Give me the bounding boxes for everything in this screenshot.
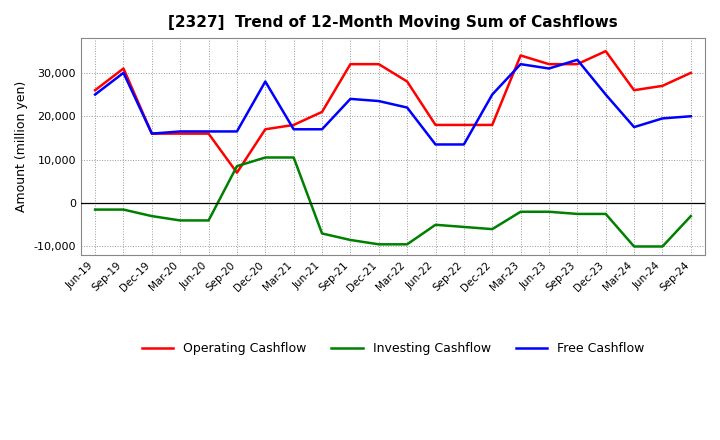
Operating Cashflow [374,62,383,67]
Investing Cashflow [459,224,468,230]
Legend: Operating Cashflow, Investing Cashflow, Free Cashflow: Operating Cashflow, Investing Cashflow, … [137,337,649,360]
Investing Cashflow [204,218,213,223]
Operating Cashflow [459,122,468,128]
Operating Cashflow [658,83,667,88]
Operating Cashflow [91,88,99,93]
Free Cashflow [318,127,326,132]
Operating Cashflow [204,131,213,136]
Investing Cashflow [119,207,127,212]
Investing Cashflow [686,213,695,219]
Investing Cashflow [91,207,99,212]
Operating Cashflow [601,48,610,54]
Free Cashflow [148,131,156,136]
Operating Cashflow [261,127,269,132]
Investing Cashflow [431,222,440,227]
Free Cashflow [204,129,213,134]
Free Cashflow [544,66,553,71]
Line: Free Cashflow: Free Cashflow [95,60,690,144]
Operating Cashflow [318,109,326,114]
Free Cashflow [601,92,610,97]
Operating Cashflow [516,53,525,58]
Free Cashflow [402,105,411,110]
Free Cashflow [630,125,639,130]
Investing Cashflow [630,244,639,249]
Free Cashflow [686,114,695,119]
Investing Cashflow [289,155,298,160]
Free Cashflow [431,142,440,147]
Line: Operating Cashflow: Operating Cashflow [95,51,690,172]
Free Cashflow [176,129,184,134]
Operating Cashflow [148,131,156,136]
Investing Cashflow [601,211,610,216]
Free Cashflow [573,57,582,62]
Free Cashflow [346,96,355,102]
Investing Cashflow [233,164,241,169]
Investing Cashflow [544,209,553,214]
Investing Cashflow [488,227,497,232]
Operating Cashflow [431,122,440,128]
Investing Cashflow [516,209,525,214]
Line: Investing Cashflow: Investing Cashflow [95,158,690,246]
Operating Cashflow [402,79,411,84]
Free Cashflow [289,127,298,132]
Investing Cashflow [573,211,582,216]
Free Cashflow [459,142,468,147]
Investing Cashflow [176,218,184,223]
Free Cashflow [374,99,383,104]
Investing Cashflow [402,242,411,247]
Title: [2327]  Trend of 12-Month Moving Sum of Cashflows: [2327] Trend of 12-Month Moving Sum of C… [168,15,618,30]
Investing Cashflow [658,244,667,249]
Free Cashflow [488,92,497,97]
Operating Cashflow [346,62,355,67]
Operating Cashflow [119,66,127,71]
Investing Cashflow [374,242,383,247]
Operating Cashflow [630,88,639,93]
Free Cashflow [516,62,525,67]
Free Cashflow [658,116,667,121]
Investing Cashflow [261,155,269,160]
Free Cashflow [91,92,99,97]
Free Cashflow [233,129,241,134]
Operating Cashflow [289,122,298,128]
Operating Cashflow [233,170,241,175]
Free Cashflow [119,70,127,76]
Operating Cashflow [488,122,497,128]
Operating Cashflow [573,62,582,67]
Free Cashflow [261,79,269,84]
Investing Cashflow [346,237,355,242]
Operating Cashflow [686,70,695,76]
Investing Cashflow [318,231,326,236]
Y-axis label: Amount (million yen): Amount (million yen) [15,81,28,212]
Operating Cashflow [176,131,184,136]
Operating Cashflow [544,62,553,67]
Investing Cashflow [148,213,156,219]
